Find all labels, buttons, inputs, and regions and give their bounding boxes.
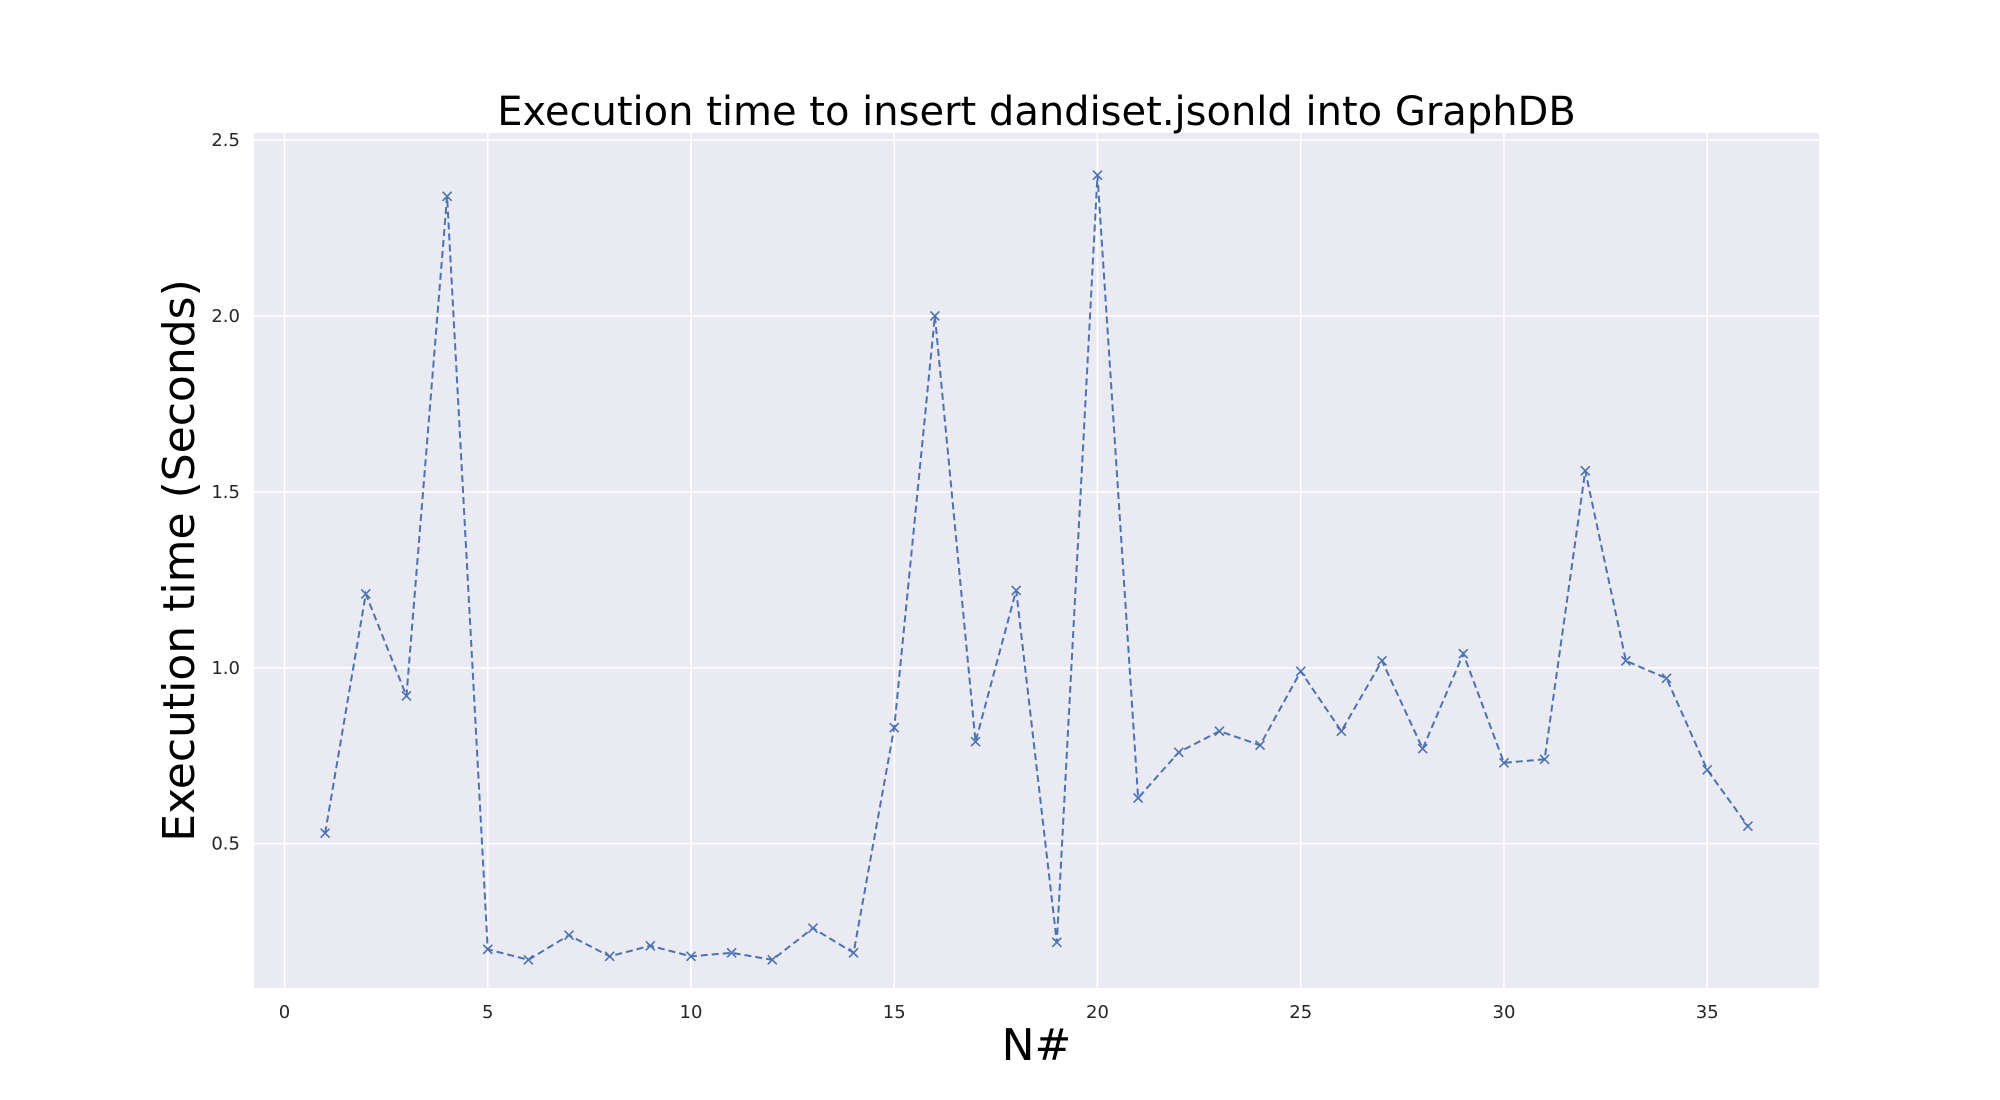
data-point-marker	[1376, 655, 1388, 666]
data-point-marker	[523, 954, 534, 965]
data-point-marker	[482, 944, 493, 955]
x-tick-label: 20	[1086, 1002, 1109, 1023]
data-point-marker	[320, 828, 331, 839]
data-point-marker	[1417, 743, 1428, 754]
data-point-marker	[563, 930, 575, 941]
data-point-marker	[889, 722, 900, 733]
data-point-marker	[929, 310, 940, 322]
x-axis-ticks: 0 5 10 15 20 25 30 35	[279, 1002, 1719, 1023]
x-tick-label: 10	[680, 1002, 703, 1023]
data-point-marker	[1051, 937, 1062, 948]
data-point-marker	[685, 951, 697, 962]
series-line-group	[324, 175, 1749, 961]
data-point-marker	[1580, 465, 1591, 476]
data-point-marker	[1336, 726, 1347, 737]
y-axis-label: Execution time (Seconds)	[154, 279, 205, 841]
x-tick-label: 35	[1696, 1002, 1719, 1023]
y-tick-label: 1.5	[211, 482, 240, 503]
y-axis-ticks: 0.5 1.0 1.5 2.0 2.5	[211, 130, 240, 855]
data-point-marker	[1620, 655, 1631, 666]
x-tick-label: 30	[1493, 1002, 1516, 1023]
data-point-marker	[604, 951, 615, 962]
data-point-marker	[401, 690, 412, 702]
data-point-marker	[807, 923, 818, 934]
series-line	[324, 175, 1749, 961]
series-markers	[320, 170, 1753, 965]
data-point-marker	[442, 191, 453, 202]
y-tick-label: 0.5	[211, 834, 240, 855]
x-axis-label: N#	[1002, 1020, 1072, 1071]
x-tick-label: 5	[482, 1002, 493, 1023]
x-tick-label: 15	[883, 1002, 906, 1023]
data-point-marker	[970, 736, 981, 747]
data-point-marker	[1539, 754, 1550, 765]
data-point-marker	[1255, 740, 1266, 751]
data-point-marker	[1011, 585, 1022, 596]
data-point-marker	[1742, 821, 1753, 832]
data-point-marker	[1092, 170, 1103, 181]
plot-area	[254, 133, 1819, 988]
data-point-marker	[645, 940, 656, 951]
y-tick-label: 1.0	[211, 658, 240, 679]
y-tick-label: 2.5	[211, 130, 240, 151]
data-point-marker	[1661, 673, 1672, 684]
data-point-marker	[767, 954, 778, 965]
data-point-marker	[1702, 764, 1713, 775]
x-tick-label: 25	[1289, 1002, 1312, 1023]
data-point-marker	[1133, 792, 1144, 804]
x-tick-label: 0	[279, 1002, 290, 1023]
data-point-marker	[1498, 757, 1510, 768]
data-point-marker	[1295, 666, 1306, 677]
chart-title: Execution time to insert dandiset.jsonld…	[497, 89, 1576, 135]
data-point-marker	[848, 947, 859, 958]
data-point-marker	[360, 588, 371, 599]
data-point-marker	[726, 947, 737, 958]
data-point-marker	[1173, 747, 1184, 758]
data-point-marker	[1214, 726, 1225, 737]
data-point-marker	[1458, 648, 1469, 659]
y-tick-label: 2.0	[211, 306, 240, 327]
